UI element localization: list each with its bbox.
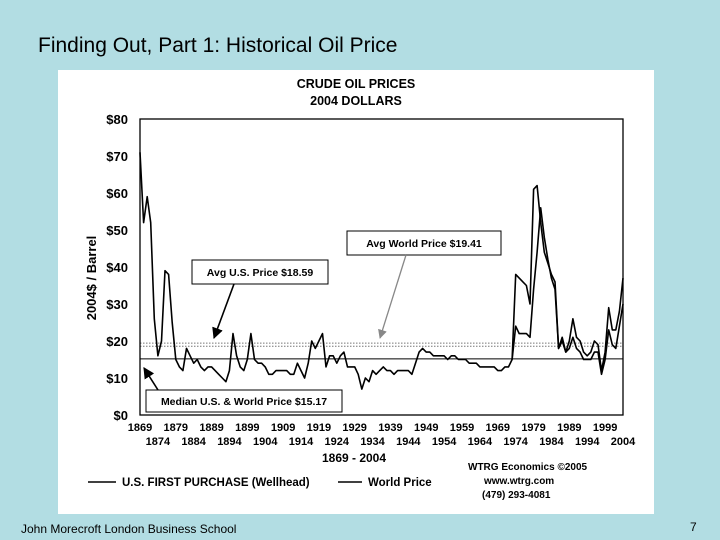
chart-container: CRUDE OIL PRICES 2004 DOLLARS 2004$ / Ba… [58, 70, 654, 514]
x-tick-label: 1904 [253, 436, 278, 448]
y-tick-label: $50 [106, 223, 128, 238]
y-tick-label: $70 [106, 149, 128, 164]
avg-us-annotation: Avg U.S. Price $18.59 [207, 267, 314, 279]
y-tick-label: $10 [106, 371, 128, 386]
x-tick-label: 1959 [450, 422, 474, 434]
x-tick-label: 1894 [217, 436, 242, 448]
x-tick-label: 1939 [378, 422, 402, 434]
x-tick-label: 1999 [593, 422, 617, 434]
y-tick-label: $0 [114, 408, 128, 423]
x-tick-label: 1869 [128, 422, 152, 434]
credit-line-3: (479) 293-4081 [482, 490, 551, 501]
legend-us-label: U.S. FIRST PURCHASE (Wellhead) [122, 477, 310, 489]
y-tick-label: $80 [106, 112, 128, 127]
x-tick-label: 1889 [199, 422, 223, 434]
x-tick-label: 1914 [289, 436, 314, 448]
x-tick-label: 1884 [181, 436, 206, 448]
x-tick-label: 1954 [432, 436, 457, 448]
x-tick-label: 1874 [146, 436, 171, 448]
x-tick-label: 1949 [414, 422, 438, 434]
oil-price-chart: CRUDE OIL PRICES 2004 DOLLARS 2004$ / Ba… [84, 77, 636, 501]
chart-title: CRUDE OIL PRICES [297, 77, 416, 91]
x-tick-label: 1969 [486, 422, 510, 434]
x-tick-label: 1929 [342, 422, 366, 434]
y-tick-label: $30 [106, 297, 128, 312]
y-axis-label: 2004$ / Barrel [84, 236, 99, 321]
x-tick-label: 1994 [575, 436, 600, 448]
x-tick-label: 1989 [557, 422, 581, 434]
y-tick-group: $0 $10 $20 $30 $40 $50 $60 $70 $80 [106, 112, 128, 423]
us-first-purchase-line [139, 152, 624, 390]
legend-world-label: World Price [368, 477, 432, 489]
avg-world-annotation: Avg World Price $19.41 [366, 238, 482, 250]
reference-lines [140, 342, 623, 360]
x-tick-label: 1899 [235, 422, 259, 434]
avg-us-arrow [212, 283, 235, 340]
slide-title: Finding Out, Part 1: Historical Oil Pric… [38, 34, 398, 57]
footer-credit: John Morecroft London Business School [21, 522, 237, 536]
credit-line-2: www.wtrg.com [483, 476, 554, 487]
x-axis-label: 1869 - 2004 [322, 451, 386, 465]
x-tick-label: 2004 [611, 436, 636, 448]
avg-world-arrow [378, 254, 407, 339]
median-annotation-box [145, 389, 343, 413]
x-tick-label: 1979 [521, 422, 545, 434]
x-tick-group: 1869 1879 1889 1899 1909 1919 1929 1939 1949 1959… [128, 422, 636, 448]
avg-world-annotation-box [346, 230, 502, 256]
x-tick-label: 1924 [325, 436, 350, 448]
x-tick-label: 1934 [360, 436, 385, 448]
y-tick-label: $60 [106, 186, 128, 201]
credit-line-1: WTRG Economics ©2005 [468, 462, 588, 473]
page-number: 7 [690, 520, 697, 534]
series-lines [139, 152, 624, 390]
y-tick-label: $20 [106, 334, 128, 349]
x-tick-label: 1974 [503, 436, 528, 448]
plot-frame [139, 118, 624, 416]
x-tick-label: 1964 [468, 436, 493, 448]
x-tick-label: 1879 [164, 422, 188, 434]
median-annotation: Median U.S. & World Price $15.17 [161, 396, 327, 408]
median-arrow [143, 367, 159, 391]
x-tick-label: 1944 [396, 436, 421, 448]
avg-us-annotation-box [191, 259, 329, 285]
x-tick-label: 1919 [307, 422, 331, 434]
x-tick-label: 1909 [271, 422, 295, 434]
world-price-line [511, 184, 624, 372]
y-tick-label: $40 [106, 260, 128, 275]
x-tick-label: 1984 [539, 436, 564, 448]
chart-subtitle: 2004 DOLLARS [310, 94, 402, 108]
